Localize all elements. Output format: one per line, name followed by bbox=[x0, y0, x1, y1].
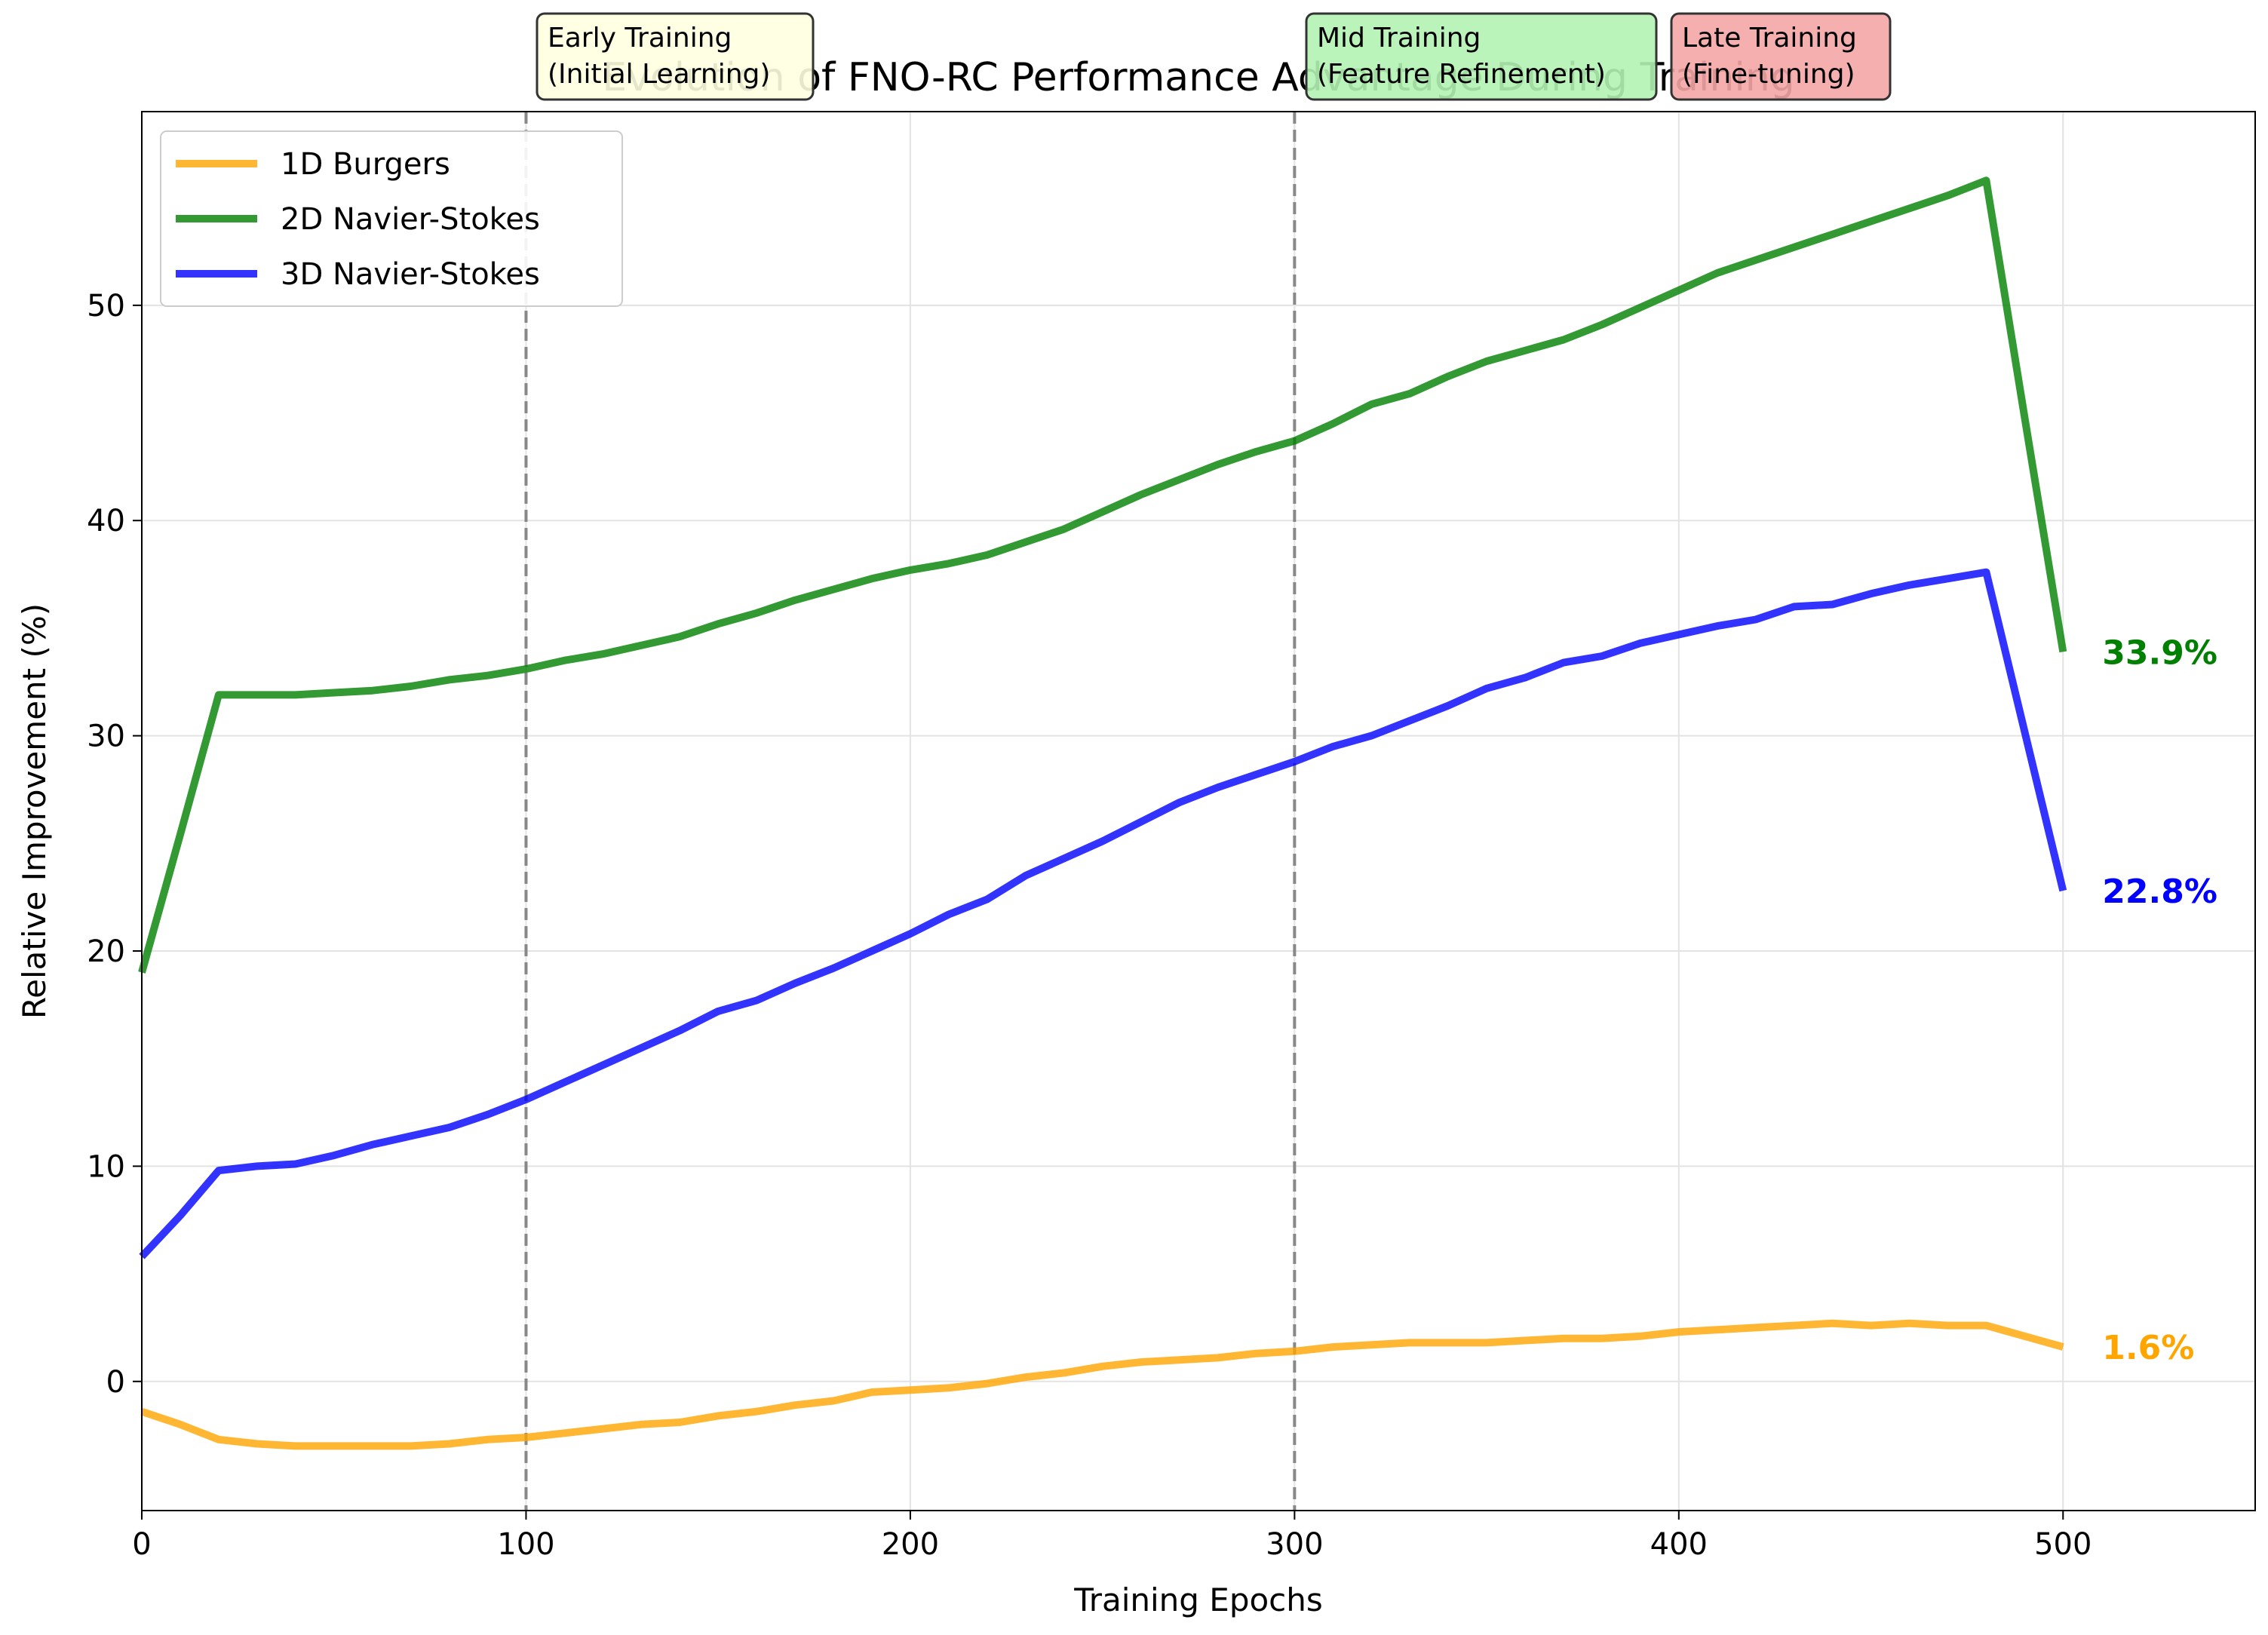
end-value-label: 22.8% bbox=[2102, 873, 2217, 911]
end-value-label: 1.6% bbox=[2102, 1329, 2194, 1367]
x-tick-label: 400 bbox=[1650, 1527, 1708, 1562]
x-tick-label: 300 bbox=[1266, 1527, 1323, 1562]
x-axis-ticks: 0 100 200 300 400 500 bbox=[132, 1511, 2092, 1562]
series-line bbox=[138, 176, 2067, 974]
x-tick-label: 500 bbox=[2034, 1527, 2092, 1562]
phase-label-line2: (Fine-tuning) bbox=[1682, 59, 1855, 90]
y-tick-label: 40 bbox=[87, 504, 125, 538]
phase-box bbox=[1670, 12, 1892, 101]
y-tick-label: 50 bbox=[87, 289, 125, 324]
end-value-label: 33.9% bbox=[2102, 633, 2217, 672]
y-tick-label: 30 bbox=[87, 719, 125, 754]
y-tick-label: 20 bbox=[87, 934, 125, 969]
phase-label-line1: Late Training bbox=[1682, 23, 1857, 54]
legend-label: 1D Burgers bbox=[281, 147, 450, 182]
phase-annotation: Late Training (Fine-tuning) bbox=[1670, 12, 1892, 101]
y-tick-label: 10 bbox=[87, 1149, 125, 1184]
legend-label: 2D Navier-Stokes bbox=[281, 202, 540, 237]
phase-divider-lines bbox=[524, 112, 1297, 1511]
y-axis-label: Relative Improvement (%) bbox=[16, 603, 53, 1019]
phase-box bbox=[536, 12, 815, 101]
plot-area-frame bbox=[141, 111, 2256, 1511]
legend-box bbox=[160, 130, 623, 307]
end-value-labels: 1.6% 33.9% 22.8% bbox=[2102, 633, 2217, 1367]
phase-box bbox=[1305, 12, 1658, 101]
y-axis-ticks: 0 10 20 30 40 50 bbox=[87, 289, 142, 1400]
legend: 1D Burgers 2D Navier-Stokes 3D Navier-Stok… bbox=[160, 130, 623, 307]
series-line bbox=[139, 568, 2067, 1259]
phase-label-line1: Early Training bbox=[548, 23, 732, 54]
phase-annotation: Mid Training (Feature Refinement) bbox=[1305, 12, 1658, 101]
phase-label-line1: Mid Training bbox=[1317, 23, 1481, 54]
phase-annotations: Early Training (Initial Learning) Mid Trai… bbox=[536, 12, 1892, 101]
x-axis-label: Training Epochs bbox=[1073, 1581, 1323, 1618]
x-tick-label: 0 bbox=[132, 1527, 151, 1562]
phase-label-line2: (Initial Learning) bbox=[548, 59, 770, 90]
y-tick-label: 0 bbox=[106, 1365, 125, 1400]
legend-label: 3D Navier-Stokes bbox=[281, 257, 540, 292]
series-line bbox=[140, 1319, 2064, 1450]
phase-label-line2: (Feature Refinement) bbox=[1317, 59, 1606, 90]
x-tick-label: 100 bbox=[497, 1527, 554, 1562]
series-lines bbox=[138, 176, 2067, 1450]
x-tick-label: 200 bbox=[882, 1527, 939, 1562]
phase-annotation: Early Training (Initial Learning) bbox=[536, 12, 815, 101]
